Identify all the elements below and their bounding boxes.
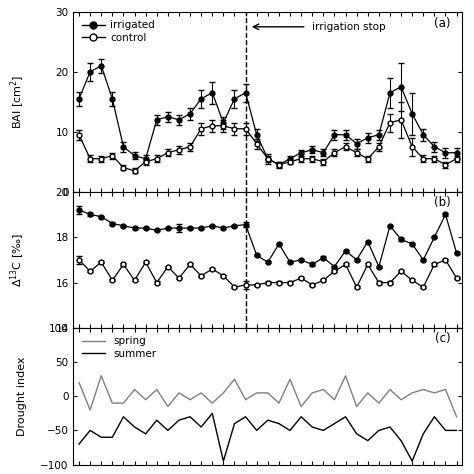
spring	[109, 400, 115, 406]
summer	[120, 414, 126, 419]
summer	[210, 410, 215, 416]
summer	[410, 458, 415, 464]
spring	[276, 400, 282, 406]
Y-axis label: Drought index: Drought index	[17, 356, 27, 436]
summer	[154, 417, 160, 423]
spring	[254, 390, 260, 396]
summer	[87, 428, 93, 433]
spring	[287, 376, 293, 382]
summer	[398, 438, 404, 444]
summer	[265, 417, 271, 423]
summer	[431, 414, 437, 419]
summer	[276, 421, 282, 427]
summer	[243, 414, 248, 419]
summer	[365, 438, 371, 444]
spring	[398, 397, 404, 402]
summer	[443, 428, 448, 433]
summer	[343, 414, 348, 419]
summer	[354, 431, 359, 437]
summer	[310, 424, 315, 430]
summer	[187, 414, 193, 419]
spring	[187, 397, 193, 402]
summer	[454, 428, 459, 433]
spring	[220, 390, 226, 396]
summer	[376, 428, 382, 433]
spring	[76, 380, 82, 385]
spring	[143, 397, 148, 402]
summer	[420, 431, 426, 437]
spring	[454, 414, 459, 419]
summer	[165, 428, 171, 433]
spring	[265, 390, 271, 396]
spring	[99, 373, 104, 379]
spring	[243, 397, 248, 402]
summer	[220, 458, 226, 464]
Legend: irrigated, control: irrigated, control	[79, 17, 158, 46]
spring	[387, 387, 393, 392]
Y-axis label: BAI [cm$^2$]: BAI [cm$^2$]	[9, 75, 27, 129]
summer	[287, 428, 293, 433]
summer	[76, 441, 82, 447]
Text: (a): (a)	[434, 17, 450, 30]
spring	[431, 390, 437, 396]
Line: spring: spring	[79, 376, 456, 417]
summer	[254, 428, 260, 433]
summer	[298, 414, 304, 419]
Y-axis label: $\Delta^{13}$C [‰]: $\Delta^{13}$C [‰]	[9, 233, 27, 287]
summer	[232, 421, 237, 427]
Line: summer: summer	[79, 413, 456, 461]
spring	[343, 373, 348, 379]
spring	[198, 390, 204, 396]
summer	[109, 434, 115, 440]
spring	[87, 407, 93, 413]
spring	[365, 390, 371, 396]
spring	[310, 390, 315, 396]
spring	[132, 387, 137, 392]
spring	[320, 387, 326, 392]
summer	[99, 434, 104, 440]
Text: (b): (b)	[434, 196, 450, 209]
summer	[387, 424, 393, 430]
spring	[120, 400, 126, 406]
spring	[420, 387, 426, 392]
spring	[332, 397, 337, 402]
spring	[443, 387, 448, 392]
summer	[198, 424, 204, 430]
Text: (c): (c)	[435, 332, 450, 345]
spring	[376, 400, 382, 406]
summer	[143, 431, 148, 437]
spring	[210, 400, 215, 406]
summer	[332, 421, 337, 427]
summer	[176, 417, 182, 423]
spring	[176, 390, 182, 396]
spring	[298, 404, 304, 410]
spring	[354, 404, 359, 410]
spring	[165, 404, 171, 410]
summer	[320, 428, 326, 433]
Text: irrigation stop: irrigation stop	[312, 22, 386, 32]
Legend: spring, summer: spring, summer	[79, 333, 159, 362]
spring	[410, 390, 415, 396]
summer	[132, 424, 137, 430]
spring	[232, 376, 237, 382]
spring	[154, 387, 160, 392]
